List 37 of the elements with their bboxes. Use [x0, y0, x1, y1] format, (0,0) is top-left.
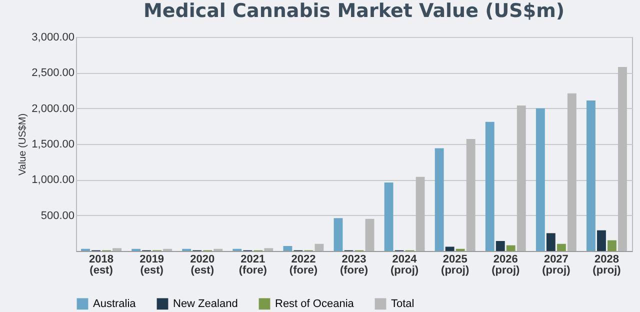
x-tick-label: 2028 (proj)	[592, 254, 622, 276]
chart-title: Medical Cannabis Market Value (US$m)	[143, 0, 565, 22]
bar	[283, 246, 292, 251]
y-tick-label: 500.00	[40, 210, 74, 222]
legend-label: Total	[391, 298, 414, 310]
x-tick-label: 2018 (est)	[89, 254, 114, 276]
y-tick-label: 3,000.00	[32, 32, 74, 44]
x-tick-label: 2025 (proj)	[441, 254, 470, 276]
x-tick-label: 2019 (est)	[140, 254, 164, 276]
x-tick-label: 2024 (proj)	[390, 254, 419, 276]
y-tick-label: 1,500.00	[32, 138, 74, 150]
x-tick-label: 2022 (fore)	[289, 254, 318, 276]
y-tick-label: 2,000.00	[32, 102, 74, 115]
bar	[586, 100, 596, 251]
x-tick-label: 2020 (est)	[190, 254, 215, 276]
legend-label: Australia	[93, 298, 137, 310]
y-tick-label: 1,000.00	[32, 174, 74, 186]
x-tick-label: 2023 (fore)	[340, 254, 368, 276]
x-tick-label: 2021 (fore)	[238, 254, 268, 276]
bar	[384, 182, 394, 251]
bar	[597, 230, 606, 251]
bar	[485, 122, 494, 251]
bar	[434, 148, 444, 251]
bar	[496, 241, 505, 251]
bar	[546, 233, 556, 251]
bar	[536, 108, 545, 251]
y-axis-title: Value (US$M)	[18, 113, 29, 176]
y-tick-label: 2,500.00	[32, 67, 74, 80]
legend-label: New Zealand	[173, 298, 238, 310]
bar	[445, 246, 454, 251]
x-tick-label: 2026 (proj)	[492, 254, 520, 276]
bar	[608, 240, 616, 251]
x-tick-label: 2027 (proj)	[542, 254, 571, 276]
bar	[556, 244, 566, 251]
legend-label: Rest of Oceania	[275, 298, 355, 310]
bar	[506, 245, 516, 251]
bar	[334, 218, 343, 251]
